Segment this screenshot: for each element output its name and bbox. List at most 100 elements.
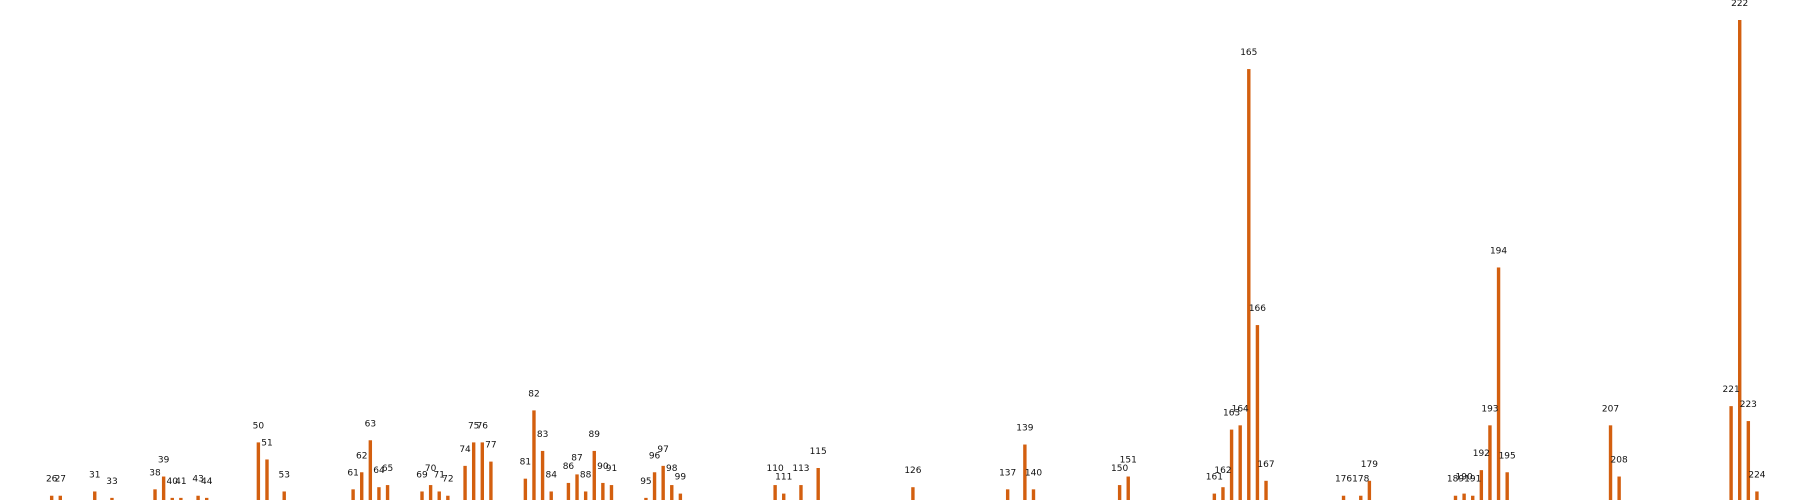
bar-label-40: 40 <box>167 477 179 487</box>
bar-label-91: 91 <box>606 464 617 474</box>
bar-label-167: 167 <box>1257 460 1274 470</box>
bar-label-163: 163 <box>1223 409 1240 419</box>
bar-label-51: 51 <box>261 438 272 448</box>
bar-label-223: 223 <box>1740 400 1757 410</box>
bar-label-33: 33 <box>106 477 117 487</box>
bar-label-82: 82 <box>528 389 539 399</box>
bar-label-87: 87 <box>571 453 582 463</box>
bar-41 <box>179 497 183 500</box>
bar-label-126: 126 <box>904 466 921 476</box>
bar-label-164: 164 <box>1232 404 1249 414</box>
bar-98 <box>670 485 674 500</box>
bar-label-161: 161 <box>1206 473 1223 483</box>
bar-label-31: 31 <box>89 470 100 480</box>
bar-label-88: 88 <box>580 470 592 480</box>
bar-label-95: 95 <box>640 477 651 487</box>
bar-51 <box>265 459 269 500</box>
bar-139 <box>1023 444 1027 500</box>
bar-90 <box>601 482 605 500</box>
bar-label-81: 81 <box>520 458 531 468</box>
bar-label-96: 96 <box>649 451 661 461</box>
bar-label-83: 83 <box>537 430 548 440</box>
bar-label-166: 166 <box>1249 304 1266 314</box>
bar-label-165: 165 <box>1240 48 1257 58</box>
bar-161 <box>1212 493 1217 500</box>
bar-178 <box>1359 495 1363 500</box>
bar-label-61: 61 <box>347 468 358 478</box>
bar-39 <box>161 476 166 500</box>
bar-label-137: 137 <box>999 468 1016 478</box>
bar-label-222: 222 <box>1731 0 1748 9</box>
bar-label-139: 139 <box>1016 424 1033 434</box>
bar-label-74: 74 <box>459 445 471 455</box>
bar-label-27: 27 <box>55 475 66 485</box>
bar-208 <box>1617 476 1621 500</box>
bar-82 <box>532 410 536 500</box>
bar-162 <box>1221 487 1225 500</box>
bar-110 <box>773 485 777 500</box>
bar-53 <box>282 491 286 500</box>
bar-label-62: 62 <box>356 451 367 461</box>
bar-label-50: 50 <box>253 421 265 431</box>
bar-label-151: 151 <box>1120 456 1137 466</box>
bar-164 <box>1238 425 1242 500</box>
bar-label-208: 208 <box>1611 456 1628 466</box>
bar-label-99: 99 <box>675 473 687 483</box>
bar-71 <box>437 491 441 500</box>
bar-label-75: 75 <box>468 421 479 431</box>
bar-89 <box>592 450 596 500</box>
bar-111 <box>782 493 786 500</box>
bar-96 <box>652 472 657 500</box>
bar-163 <box>1229 429 1234 500</box>
bar-label-176: 176 <box>1335 475 1352 485</box>
bar-label-41: 41 <box>175 477 186 487</box>
bar-113 <box>799 485 803 500</box>
bar-label-97: 97 <box>657 445 668 455</box>
bar-74 <box>463 465 467 500</box>
bar-label-72: 72 <box>442 475 453 485</box>
bar-189 <box>1453 495 1458 500</box>
bar-label-77: 77 <box>485 441 496 451</box>
bar-label-69: 69 <box>416 470 428 480</box>
bar-series <box>49 20 1759 500</box>
bar-65 <box>385 485 390 500</box>
bar-86 <box>566 482 571 500</box>
bar-33 <box>110 497 114 500</box>
bar-50 <box>256 442 261 500</box>
bar-label-113: 113 <box>792 464 809 474</box>
bar-72 <box>446 495 450 500</box>
bar-38 <box>153 489 157 500</box>
bar-label-195: 195 <box>1499 451 1516 461</box>
bar-label-115: 115 <box>810 447 827 457</box>
bar-label-64: 64 <box>373 466 385 476</box>
bar-label-191: 191 <box>1464 475 1481 485</box>
bar-84 <box>549 491 553 500</box>
bar-label-179: 179 <box>1361 460 1378 470</box>
bar-97 <box>661 465 665 500</box>
bar-87 <box>575 474 579 500</box>
bar-label-63: 63 <box>365 419 376 429</box>
bar-222 <box>1738 20 1742 500</box>
bar-151 <box>1126 476 1130 500</box>
bar-label-39: 39 <box>158 456 170 466</box>
bar-70 <box>428 485 433 500</box>
bar-81 <box>523 478 528 500</box>
bar-label-89: 89 <box>589 430 601 440</box>
bar-166 <box>1255 325 1260 500</box>
bar-31 <box>93 491 97 500</box>
bar-27 <box>58 495 62 500</box>
bar-99 <box>678 493 683 500</box>
bar-95 <box>644 497 648 500</box>
bar-137 <box>1005 489 1010 500</box>
bar-223 <box>1746 421 1751 500</box>
bar-224 <box>1755 491 1759 500</box>
bar-62 <box>360 472 364 500</box>
bar-label-111: 111 <box>775 473 792 483</box>
bar-label-98: 98 <box>666 464 678 474</box>
bar-label-150: 150 <box>1111 464 1128 474</box>
bar-167 <box>1264 480 1268 500</box>
bar-176 <box>1341 495 1346 500</box>
bar-label-70: 70 <box>425 464 437 474</box>
